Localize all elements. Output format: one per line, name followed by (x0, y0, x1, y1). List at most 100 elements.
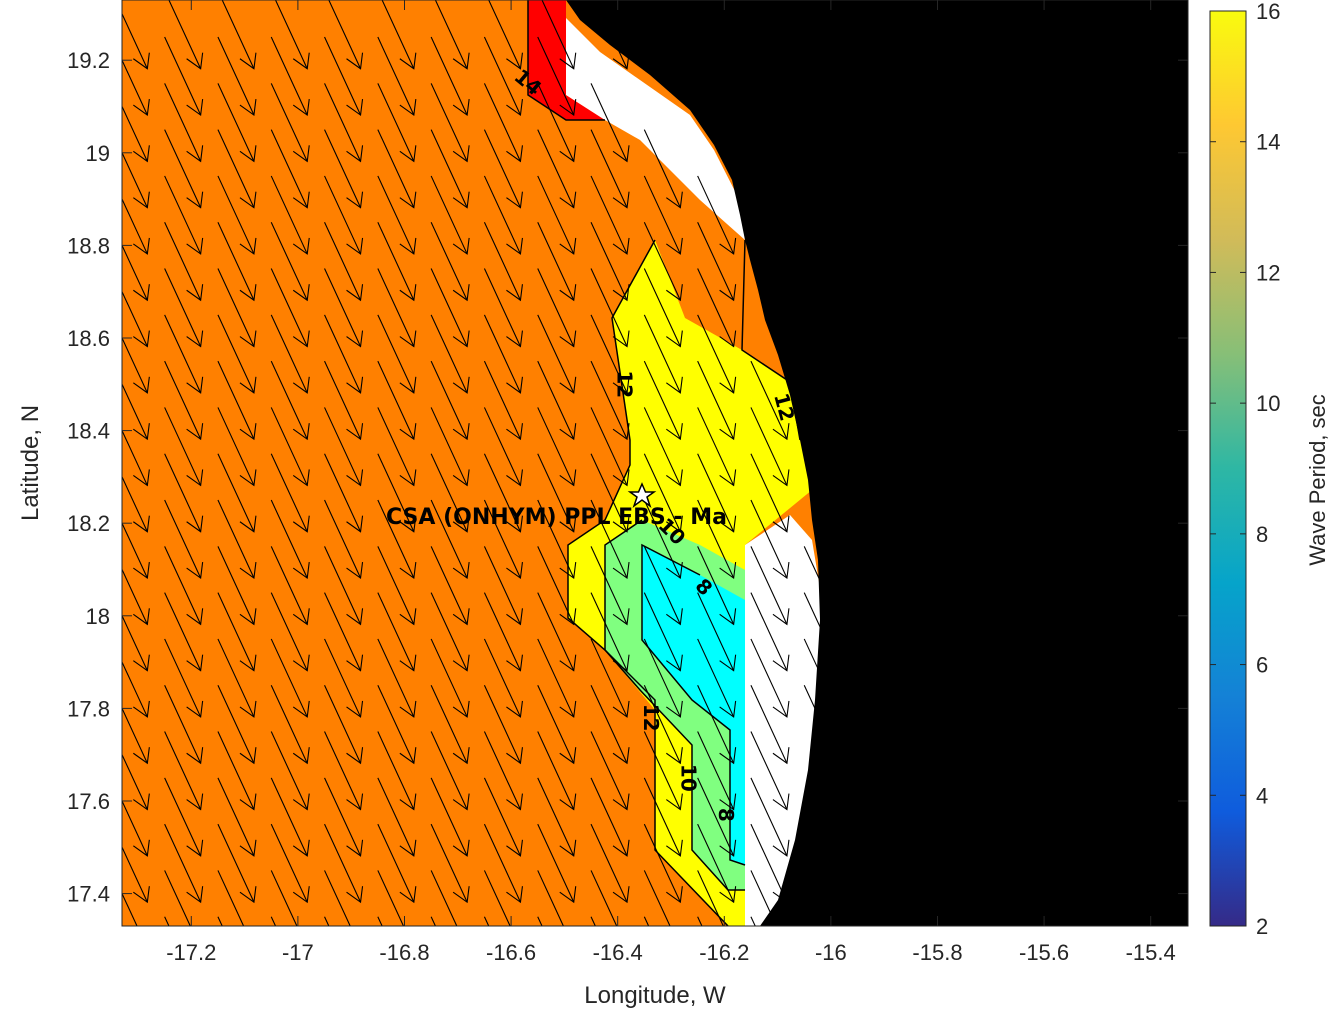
wave-arrow-shaft (483, 314, 521, 394)
wave-arrow-shaft (701, 0, 735, 69)
wave-arrow-shaft (324, 83, 362, 162)
wave-arrow-head (506, 700, 523, 718)
wave-arrow-head (666, 747, 683, 765)
wave-arrow-head (186, 469, 204, 487)
wave-arrow-shaft (377, 314, 415, 394)
wave-arrow-head (506, 561, 523, 580)
wave-arrow-head (825, 654, 843, 672)
wave-arrow-head (346, 145, 364, 163)
wave-arrow-head (452, 886, 470, 904)
y-tick-label: 17.6 (67, 789, 110, 814)
wave-arrow-head (133, 839, 150, 857)
wave-arrow-shaft (217, 638, 255, 718)
wave-arrow-shaft (483, 36, 521, 116)
wave-arrow-shaft (217, 222, 255, 301)
wave-arrow-shaft (217, 499, 255, 579)
wave-arrow-shaft (643, 546, 681, 625)
wave-arrow-head (559, 423, 577, 441)
wave-arrow-shaft (537, 268, 575, 347)
wave-arrow-head (453, 932, 469, 948)
wave-arrow-shaft (697, 823, 735, 903)
wave-arrow-shaft (122, 614, 148, 671)
wave-arrow-head (292, 654, 310, 672)
wave-arrow-head (186, 52, 204, 70)
wave-arrow-head (399, 654, 417, 672)
wave-arrow-head (239, 237, 257, 255)
wave-arrow-shaft (217, 36, 255, 116)
wave-arrow-head (506, 886, 523, 904)
wave-arrow-head (506, 52, 523, 70)
wave-arrow-head (666, 839, 683, 857)
wave-arrow-shaft (537, 222, 575, 301)
wave-arrow-shaft (217, 592, 255, 671)
wave-arrow-shaft (537, 314, 575, 394)
wave-arrow-head (452, 191, 470, 209)
wave-arrow-shaft (377, 175, 415, 255)
y-tick-label: 18 (86, 604, 110, 629)
wave-arrow-shaft (430, 592, 468, 671)
wave-arrow-shaft (270, 731, 308, 810)
land-mass (566, 0, 1188, 926)
wave-arrow-head (612, 515, 630, 533)
wave-arrow-shaft (483, 685, 521, 764)
wave-arrow-shaft (590, 870, 618, 926)
wave-arrow-head (346, 839, 364, 857)
wave-arrow-shaft (643, 638, 681, 718)
wave-arrow-head (133, 747, 150, 765)
wave-arrow-shaft (803, 685, 841, 764)
x-axis-label: Longitude, W (584, 982, 726, 1009)
wave-arrow-head (292, 793, 310, 811)
wave-arrow-shaft (643, 360, 681, 440)
wave-arrow-head (612, 886, 630, 904)
x-tick-label: -15.8 (912, 940, 962, 965)
wave-arrow-shaft (270, 546, 308, 625)
wave-arrow-head (133, 191, 150, 209)
wave-arrow-shaft (377, 638, 415, 718)
wave-arrow-head (186, 423, 204, 441)
x-tick-label: -16 (815, 940, 847, 965)
wave-arrow-head (292, 98, 310, 117)
wave-arrow-head (239, 839, 257, 857)
wave-arrow-head (452, 145, 470, 163)
wave-arrow-shaft (430, 129, 468, 208)
wave-arrow-head (719, 608, 737, 626)
wave-arrow-head (612, 839, 630, 857)
wave-arrow-head (772, 52, 790, 70)
wave-arrow-head (612, 608, 630, 626)
wave-arrow-shaft (217, 268, 255, 347)
wave-arrow-shaft (168, 0, 202, 69)
wave-arrow-shaft (643, 870, 671, 926)
wave-arrow-head (506, 654, 523, 672)
wave-arrow-shaft (164, 453, 202, 532)
wave-arrow-shaft (270, 685, 308, 764)
wave-arrow-shaft (377, 407, 415, 486)
wave-arrow-shaft (217, 175, 255, 255)
wave-arrow-shaft (430, 731, 468, 810)
wave-arrow-head (133, 98, 150, 117)
wave-arrow-head (719, 793, 737, 811)
wave-arrow-head (666, 237, 683, 255)
wave-arrow-head (186, 237, 204, 255)
wave-arrow-shaft (590, 592, 628, 671)
wave-arrow-head (186, 839, 204, 857)
wave-arrow-shaft (217, 731, 255, 810)
wave-arrow-shaft (590, 546, 628, 625)
wave-arrow-head (346, 747, 364, 765)
wave-arrow-shaft (270, 453, 308, 532)
wave-arrow-head (186, 376, 204, 394)
wave-arrow-shaft (697, 870, 724, 926)
wave-arrow-head (452, 747, 470, 765)
wave-arrow-head (186, 886, 204, 904)
x-tick-label: -16.4 (593, 940, 643, 965)
wave-arrow-shaft (697, 638, 735, 718)
wave-arrow-shaft (750, 638, 788, 718)
wave-arrow-shaft (697, 453, 735, 532)
station-annotation-label: CSA (ONHYM) PPL EBS - Ma (386, 505, 727, 530)
wave-arrow-shaft (377, 453, 415, 532)
wave-arrow-shaft (122, 197, 148, 255)
wave-arrow-shaft (430, 314, 468, 394)
wave-arrow-shaft (594, 0, 628, 69)
wave-arrow-shaft (164, 222, 202, 301)
contour-label: 8 (714, 808, 738, 822)
